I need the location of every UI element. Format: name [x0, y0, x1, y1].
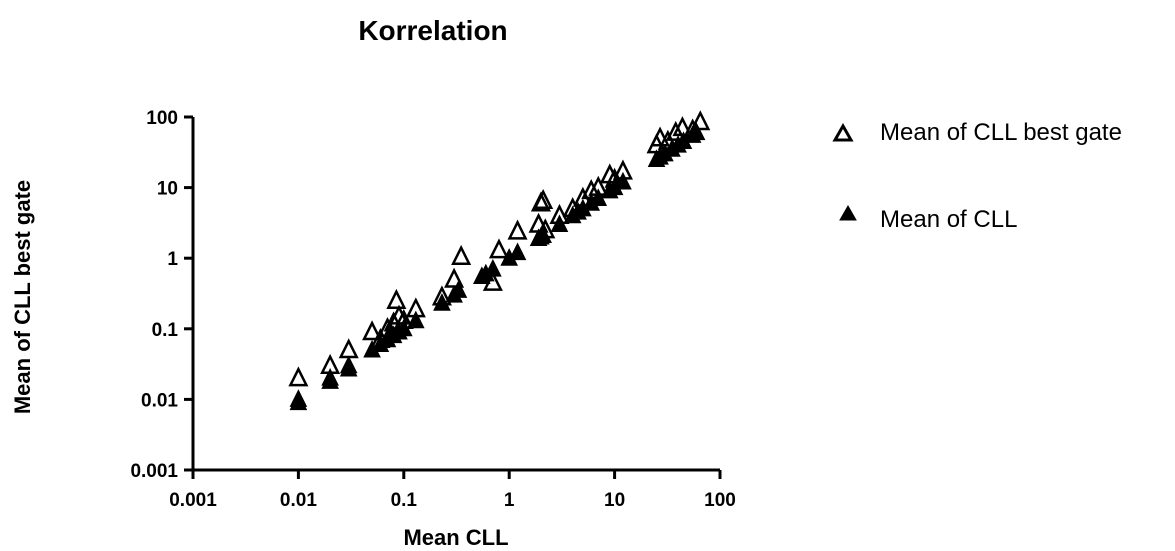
data-point-mean: [321, 371, 339, 389]
data-point-best-gate: [288, 366, 309, 387]
data-point-mean: [339, 358, 358, 377]
legend-marker-filled-triangle: [839, 204, 857, 221]
data-point-mean: [407, 310, 425, 329]
x-axis-label: Mean CLL: [403, 525, 508, 550]
data-point-mean: [289, 392, 308, 411]
data-point-mean: [534, 225, 552, 243]
y-tick-label: 0.01: [141, 390, 178, 411]
data-point-best-gate: [488, 238, 510, 259]
x-ticks: 0.001 0.01 0.1 1 10 100: [169, 470, 736, 511]
data-point-best-gate: [690, 110, 711, 131]
data-point-best-gate: [338, 338, 359, 359]
x-tick-label: 0.1: [391, 490, 418, 511]
y-ticks: 0.001 0.01 0.1 1 10 100: [130, 108, 193, 482]
x-tick-label: 1: [504, 490, 515, 511]
data-point-best-gate: [665, 120, 686, 141]
y-tick-label: 0.1: [152, 320, 179, 341]
data-point-mean: [550, 214, 569, 233]
legend-label-mean: Mean of CLL: [880, 206, 1017, 233]
y-axis-label: Mean of CLL best gate: [10, 180, 35, 414]
x-tick-label: 0.01: [280, 490, 317, 511]
data-point-mean: [687, 122, 706, 141]
data-point-best-gate: [386, 288, 407, 309]
y-tick-label: 1: [167, 249, 178, 270]
chart-title: Korrelation: [358, 15, 507, 46]
data-point-best-gate: [451, 244, 472, 265]
legend-item-best-gate: Mean of CLL best gate: [832, 119, 1122, 146]
x-tick-label: 100: [704, 490, 736, 511]
axes: [191, 117, 720, 472]
y-tick-label: 100: [146, 108, 178, 129]
legend: Mean of CLL best gate Mean of CLL: [832, 119, 1122, 233]
x-tick-label: 10: [604, 490, 625, 511]
data-point-mean: [449, 280, 468, 298]
y-tick-label: 10: [157, 179, 178, 200]
data-point-mean: [508, 242, 527, 261]
legend-item-mean: Mean of CLL: [839, 204, 1017, 233]
data-point-best-gate: [533, 189, 554, 210]
legend-label-best-gate: Mean of CLL best gate: [880, 119, 1122, 146]
legend-marker-open-triangle: [832, 122, 854, 142]
x-tick-label: 0.001: [169, 490, 217, 511]
data-point-mean: [614, 171, 632, 190]
data-point-best-gate: [362, 320, 383, 341]
data-point-best-gate: [507, 219, 528, 240]
data-point-mean: [484, 259, 502, 277]
series-points: [288, 110, 711, 411]
y-tick-label: 0.001: [130, 461, 178, 482]
